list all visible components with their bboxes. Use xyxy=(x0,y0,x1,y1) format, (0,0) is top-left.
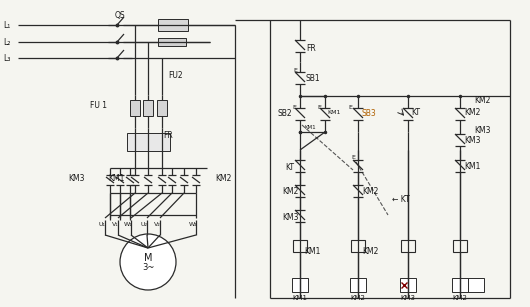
Text: W₂: W₂ xyxy=(189,223,197,227)
Text: E: E xyxy=(348,104,352,110)
Bar xyxy=(157,100,167,116)
Text: KT: KT xyxy=(411,107,420,116)
Bar xyxy=(400,278,416,292)
Circle shape xyxy=(120,234,176,290)
Text: KM1: KM1 xyxy=(464,161,480,170)
Text: KM2: KM2 xyxy=(282,188,298,196)
Bar xyxy=(350,278,366,292)
Bar xyxy=(468,278,484,292)
Text: V₂: V₂ xyxy=(154,223,161,227)
Text: FR: FR xyxy=(306,44,316,52)
Text: KM1: KM1 xyxy=(327,110,340,115)
Text: KM2: KM2 xyxy=(215,173,232,182)
Text: KM2: KM2 xyxy=(362,247,378,257)
Text: 3~: 3~ xyxy=(142,263,154,273)
Bar xyxy=(452,278,468,292)
Text: FU 1: FU 1 xyxy=(90,100,107,110)
Text: KM1: KM1 xyxy=(304,125,316,130)
Bar xyxy=(158,19,188,31)
Text: L₃: L₃ xyxy=(3,53,11,63)
Text: FU2: FU2 xyxy=(168,71,183,80)
Text: KM3: KM3 xyxy=(282,212,298,221)
Text: SB2: SB2 xyxy=(278,108,293,118)
Text: E: E xyxy=(293,68,297,72)
Text: ← KT: ← KT xyxy=(392,196,410,204)
Text: M: M xyxy=(144,253,152,263)
Text: E: E xyxy=(351,154,355,160)
Text: KM1: KM1 xyxy=(293,295,307,301)
Bar xyxy=(143,100,153,116)
Text: E: E xyxy=(292,104,296,110)
Text: KM1: KM1 xyxy=(108,173,125,182)
Text: W₁: W₁ xyxy=(123,223,132,227)
Text: KT: KT xyxy=(285,162,294,172)
Bar xyxy=(293,240,307,252)
Text: U₂: U₂ xyxy=(140,223,147,227)
Text: QS: QS xyxy=(115,10,126,20)
Text: SB3: SB3 xyxy=(362,108,377,118)
Text: KM2: KM2 xyxy=(350,295,366,301)
Text: FR: FR xyxy=(163,130,173,139)
Bar xyxy=(130,100,140,116)
Text: KM3: KM3 xyxy=(464,135,481,145)
Text: KM2: KM2 xyxy=(362,186,378,196)
Bar xyxy=(453,240,467,252)
Text: KM3: KM3 xyxy=(401,295,416,301)
Text: SB1: SB1 xyxy=(306,73,321,83)
Text: KM1: KM1 xyxy=(304,247,320,257)
Bar xyxy=(401,240,415,252)
Bar xyxy=(351,240,365,252)
Text: L₁: L₁ xyxy=(3,21,10,29)
Text: L₂: L₂ xyxy=(3,37,11,46)
Bar xyxy=(127,133,170,151)
Text: KM3: KM3 xyxy=(68,173,84,182)
Text: E: E xyxy=(317,104,321,110)
Text: KM3: KM3 xyxy=(474,126,490,134)
Text: U₁: U₁ xyxy=(99,223,105,227)
Text: KM2: KM2 xyxy=(464,107,480,116)
Text: V₁: V₁ xyxy=(112,223,118,227)
Text: KM2: KM2 xyxy=(453,295,467,301)
Text: KM2: KM2 xyxy=(474,95,490,104)
Bar xyxy=(292,278,308,292)
Bar xyxy=(158,38,186,46)
